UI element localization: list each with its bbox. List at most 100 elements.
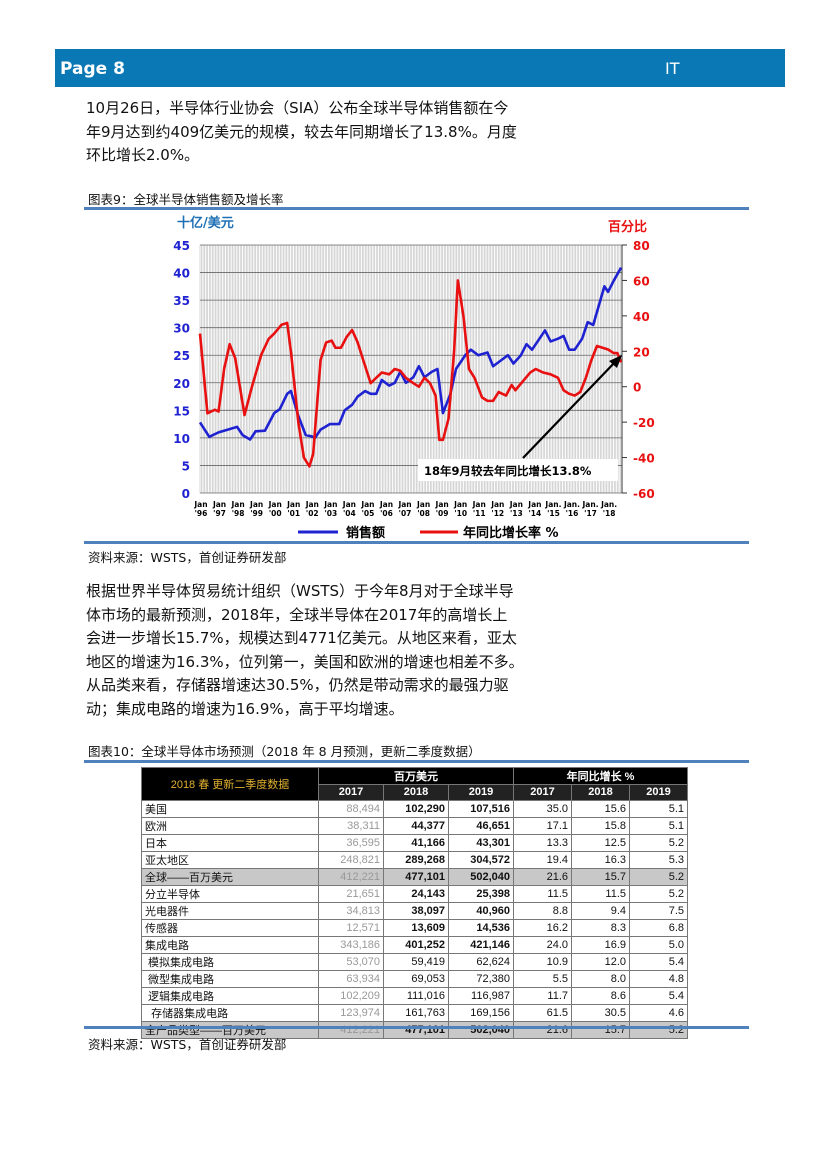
sales-growth-chart: 0 5 10 15 20 25 30 35 40 45 -60 -40 -20 0 20 40 60 80 十亿/美… <box>173 215 655 541</box>
row-label: 亚太地区 <box>141 850 319 869</box>
x-tick-label: Jan <box>286 500 300 509</box>
table-cell: 44,377 <box>383 816 449 835</box>
table-cell: 5.3 <box>629 850 688 869</box>
x-tick-label: Jan <box>379 500 393 509</box>
divider <box>84 207 749 210</box>
x-tick-label: Jan. <box>600 500 617 509</box>
table-cell: 5.2 <box>629 1020 688 1039</box>
divider <box>84 1026 749 1029</box>
x-tick-label: Jan <box>268 500 282 509</box>
table-cell: 19.4 <box>513 850 572 869</box>
table-cell: 16.2 <box>513 918 572 937</box>
x-tick-label: '08 <box>417 509 430 518</box>
row-label: 集成电路 <box>141 935 319 954</box>
growth-series-line <box>198 279 623 468</box>
left-tick-label: 25 <box>173 349 190 363</box>
x-tick-label: '98 <box>232 509 245 518</box>
annotation-text: 18年9月较去年同比增长13.8% <box>424 464 592 478</box>
table-cell: 116,987 <box>448 986 514 1005</box>
x-tick-label: '15 <box>547 509 560 518</box>
x-tick-label: '09 <box>436 509 449 518</box>
table-cell: 14,536 <box>448 918 514 937</box>
text-line: 根据世界半导体贸易统计组织（WSTS）于今年8月对于全球半导 <box>86 582 514 600</box>
left-axis-label: 十亿/美元 <box>177 215 234 231</box>
x-tick-label: '02 <box>306 509 319 518</box>
x-tick-label: '01 <box>287 509 300 518</box>
table-cell: 289,268 <box>383 850 449 869</box>
table-cell: 477,101 <box>383 867 449 886</box>
sales-series-line <box>198 266 623 441</box>
table-cell: 421,146 <box>448 935 514 954</box>
page-number: Page 8 <box>60 59 125 79</box>
table-row: 亚太地区 248,821 289,268 304,572 19.4 16.3 5.3 <box>141 850 688 869</box>
x-tick-label: Jan <box>453 500 467 509</box>
row-label: 模拟集成电路 <box>141 952 319 971</box>
table-row: 传感器 12,571 13,609 14,536 16.2 8.3 6.8 <box>141 918 688 937</box>
table-cell: 502,040 <box>448 1020 514 1039</box>
table-row: 存储器集成电路 123,974 161,763 169,156 61.5 30.5 4.6 <box>141 1003 688 1022</box>
table-cell: 46,651 <box>448 816 514 835</box>
table-cell: 248,821 <box>318 850 384 869</box>
x-tick-label: '97 <box>213 509 226 518</box>
table-cell: 102,290 <box>383 799 449 818</box>
left-tick-label: 15 <box>173 404 190 418</box>
group-header-usd: 百万美元 <box>318 767 514 785</box>
x-tick-label: Jan <box>435 500 449 509</box>
table-cell: 8.0 <box>571 969 630 988</box>
table-cell: 5.2 <box>629 867 688 886</box>
x-tick-label: '13 <box>510 509 523 518</box>
x-tick-label: Jan <box>360 500 374 509</box>
legend-label-sales: 销售额 <box>346 525 385 541</box>
annotation-arrow <box>522 359 618 459</box>
text-line: 会进一步增长15.7%，规模达到4771亿美元。从地区来看，亚太 <box>86 629 517 647</box>
table-cell: 13,609 <box>383 918 449 937</box>
left-tick-label: 30 <box>173 322 190 336</box>
table-cell: 53,070 <box>318 952 384 971</box>
x-tick-label: Jan <box>509 500 523 509</box>
x-tick-label: '07 <box>399 509 412 518</box>
table-cell: 4.8 <box>629 969 688 988</box>
table-row: 分立半导体 21,651 24,143 25,398 11.5 11.5 5.2 <box>141 884 688 903</box>
x-tick-label: '10 <box>454 509 467 518</box>
x-tick-label: Jan <box>397 500 411 509</box>
table-row: 欧洲 38,311 44,377 46,651 17.1 15.8 5.1 <box>141 816 688 835</box>
table-cell: 8.6 <box>571 986 630 1005</box>
x-tick-label: '05 <box>362 509 375 518</box>
text-line: 10月26日，半导体行业协会（SIA）公布全球半导体销售额在今 <box>86 99 509 117</box>
right-tick-label: -60 <box>633 487 655 501</box>
text-line: 环比增长2.0%。 <box>86 146 200 164</box>
right-tick-label: 40 <box>633 310 650 324</box>
table-cell: 123,974 <box>318 1003 384 1022</box>
table-cell: 15.7 <box>571 1020 630 1039</box>
x-tick-label: '17 <box>584 509 597 518</box>
table-cell: 24.0 <box>513 935 572 954</box>
table-cell: 59,419 <box>383 952 449 971</box>
table-cell: 5.4 <box>629 986 688 1005</box>
left-tick-label: 5 <box>182 459 190 473</box>
x-tick-label: Jan <box>342 500 356 509</box>
x-tick-label: '11 <box>473 509 486 518</box>
row-label: 美国 <box>141 799 319 818</box>
table-cell: 16.3 <box>571 850 630 869</box>
year-header: 2018 <box>571 784 630 801</box>
table-cell: 9.4 <box>571 901 630 920</box>
right-tick-label: 20 <box>633 345 650 359</box>
table-cell: 304,572 <box>448 850 514 869</box>
x-tick-label: Jan <box>323 500 337 509</box>
right-tick-label: 80 <box>633 239 650 253</box>
text-line: 动；集成电路的增速为16.9%，高于平均增速。 <box>86 699 404 718</box>
table-row: 集成电路 343,186 401,252 421,146 24.0 16.9 5.0 <box>141 935 688 954</box>
right-tick-label: -20 <box>633 416 655 430</box>
divider <box>84 541 749 544</box>
x-tick-label: Jan <box>249 500 263 509</box>
x-tick-label: Jan <box>490 500 504 509</box>
table-cell: 21,651 <box>318 884 384 903</box>
x-tick-label: Jan <box>193 500 207 509</box>
table-cell: 72,380 <box>448 969 514 988</box>
row-label: 传感器 <box>141 918 319 937</box>
table-cell: 34,813 <box>318 901 384 920</box>
figure-10-source: 资料来源：WSTS，首创证券研发部 <box>88 1037 287 1052</box>
x-tick-label: '03 <box>324 509 337 518</box>
page-header: Page 8 IT <box>55 49 785 87</box>
x-tick-label: '04 <box>343 509 356 518</box>
